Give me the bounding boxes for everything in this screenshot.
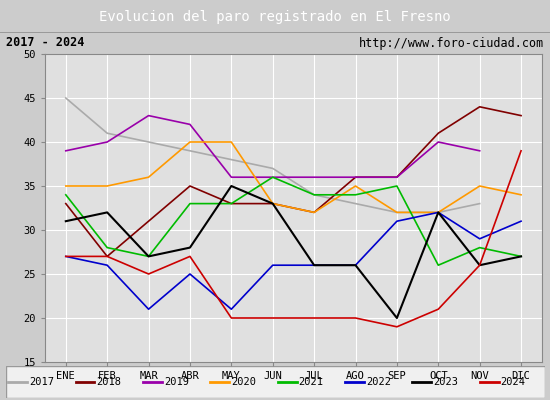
Text: 2024: 2024	[500, 377, 526, 387]
Text: 2021: 2021	[299, 377, 323, 387]
Text: http://www.foro-ciudad.com: http://www.foro-ciudad.com	[359, 36, 544, 50]
Text: 2017 - 2024: 2017 - 2024	[6, 36, 84, 50]
Text: 2022: 2022	[366, 377, 391, 387]
Text: 2017: 2017	[29, 377, 54, 387]
Text: 2019: 2019	[164, 377, 189, 387]
Text: Evolucion del paro registrado en El Fresno: Evolucion del paro registrado en El Fres…	[99, 10, 451, 24]
Text: 2023: 2023	[433, 377, 458, 387]
Text: 2018: 2018	[96, 377, 122, 387]
Text: 2020: 2020	[231, 377, 256, 387]
